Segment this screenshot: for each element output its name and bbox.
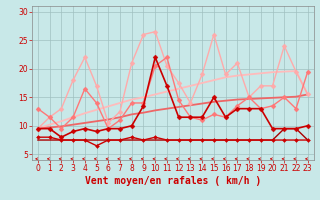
X-axis label: Vent moyen/en rafales ( km/h ): Vent moyen/en rafales ( km/h ) [85, 176, 261, 186]
